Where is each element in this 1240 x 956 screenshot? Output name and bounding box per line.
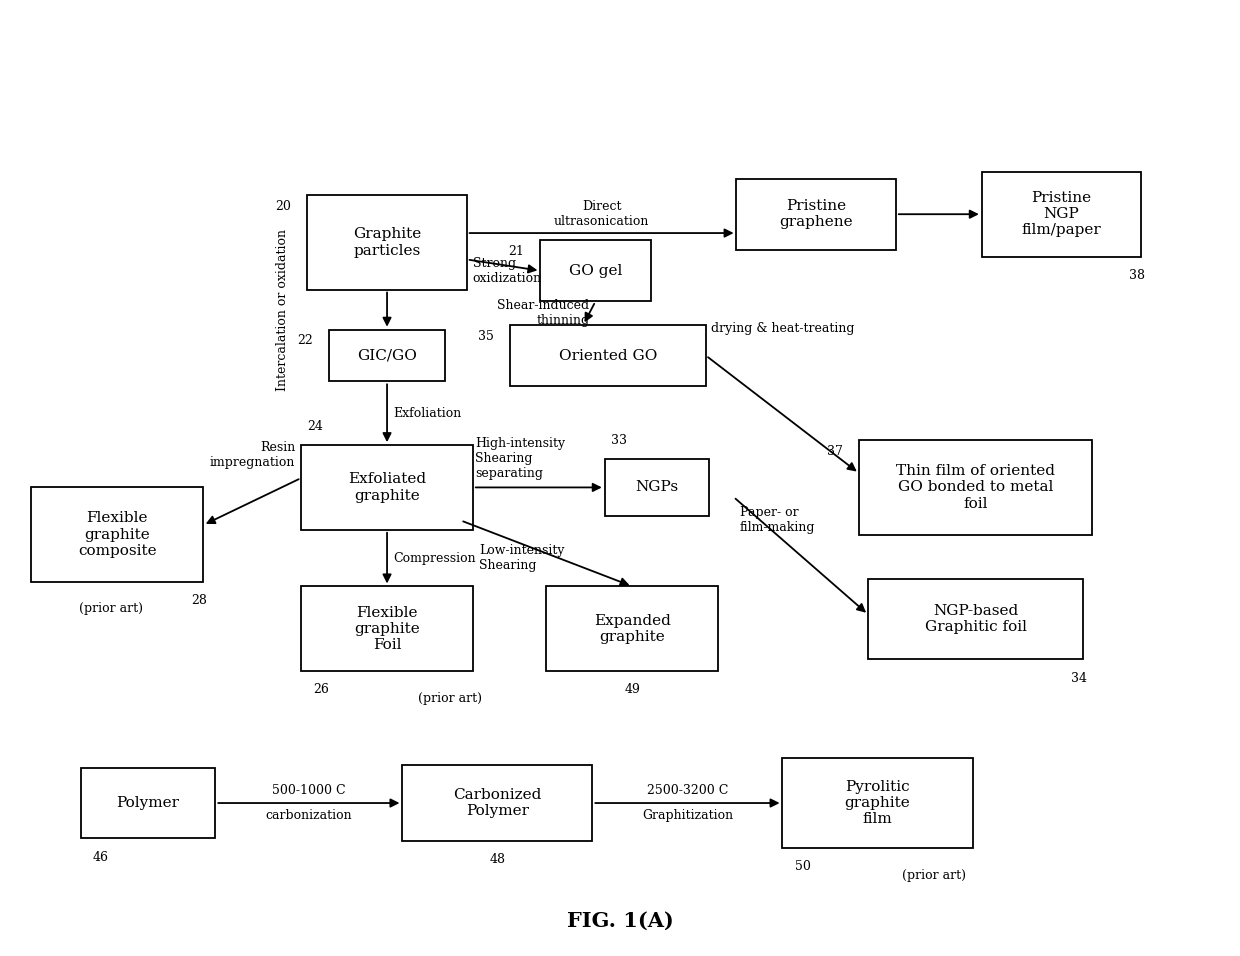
Text: (prior art): (prior art) <box>901 868 966 881</box>
Text: 37: 37 <box>827 445 843 458</box>
Text: 24: 24 <box>308 420 324 433</box>
Text: 26: 26 <box>314 684 330 696</box>
Text: 500-1000 C: 500-1000 C <box>272 784 346 797</box>
Text: Pristine
NGP
film/paper: Pristine NGP film/paper <box>1022 191 1101 237</box>
Text: Compression: Compression <box>393 552 476 565</box>
FancyBboxPatch shape <box>510 325 706 386</box>
FancyBboxPatch shape <box>308 195 466 290</box>
Text: NGP-based
Graphitic foil: NGP-based Graphitic foil <box>925 604 1027 635</box>
Text: Intercalation or oxidation: Intercalation or oxidation <box>277 228 289 391</box>
Text: 22: 22 <box>298 335 312 347</box>
Text: FIG. 1(A): FIG. 1(A) <box>567 911 673 931</box>
Text: Graphite
particles: Graphite particles <box>353 228 422 257</box>
Text: carbonization: carbonization <box>265 809 352 821</box>
FancyBboxPatch shape <box>301 445 472 530</box>
FancyBboxPatch shape <box>782 758 972 848</box>
Text: 38: 38 <box>1128 269 1145 282</box>
FancyBboxPatch shape <box>402 766 593 840</box>
Text: GIC/GO: GIC/GO <box>357 349 417 362</box>
Text: Pyrolitic
graphite
film: Pyrolitic graphite film <box>844 780 910 826</box>
FancyBboxPatch shape <box>31 488 203 581</box>
Text: 35: 35 <box>477 330 494 342</box>
Text: 50: 50 <box>795 860 811 873</box>
FancyBboxPatch shape <box>301 586 472 671</box>
Text: (prior art): (prior art) <box>79 602 143 616</box>
Text: Low-intensity
Shearing: Low-intensity Shearing <box>479 544 564 572</box>
Text: 28: 28 <box>191 594 207 607</box>
Text: NGPs: NGPs <box>635 481 678 494</box>
FancyBboxPatch shape <box>541 240 651 301</box>
Text: 33: 33 <box>611 434 626 446</box>
Text: GO gel: GO gel <box>569 264 622 278</box>
Text: 49: 49 <box>624 684 640 696</box>
FancyBboxPatch shape <box>605 459 709 515</box>
Text: (prior art): (prior art) <box>418 692 481 705</box>
Text: Expanded
graphite: Expanded graphite <box>594 614 671 643</box>
Text: High-intensity
Shearing
separating: High-intensity Shearing separating <box>475 437 565 480</box>
Text: 48: 48 <box>490 853 506 866</box>
Text: Flexible
graphite
Foil: Flexible graphite Foil <box>355 605 420 652</box>
Text: drying & heat-treating: drying & heat-treating <box>711 322 854 335</box>
Text: Polymer: Polymer <box>117 796 180 810</box>
FancyBboxPatch shape <box>329 330 445 381</box>
Text: 2500-3200 C: 2500-3200 C <box>647 784 728 797</box>
Text: 46: 46 <box>93 851 109 863</box>
Text: Strong
oxidization: Strong oxidization <box>472 256 542 285</box>
Text: Oriented GO: Oriented GO <box>558 349 657 362</box>
Text: Carbonized
Polymer: Carbonized Polymer <box>453 788 542 818</box>
Text: Direct
ultrasonication: Direct ultrasonication <box>554 201 650 228</box>
FancyBboxPatch shape <box>982 172 1141 256</box>
FancyBboxPatch shape <box>859 441 1092 534</box>
Text: Flexible
graphite
composite: Flexible graphite composite <box>78 511 156 557</box>
Text: 34: 34 <box>1070 672 1086 684</box>
Text: Pristine
graphene: Pristine graphene <box>780 199 853 229</box>
Text: Resin
impregnation: Resin impregnation <box>210 441 295 468</box>
Text: Graphitization: Graphitization <box>642 809 733 821</box>
FancyBboxPatch shape <box>81 768 216 838</box>
Text: 21: 21 <box>508 245 525 258</box>
FancyBboxPatch shape <box>868 579 1083 660</box>
FancyBboxPatch shape <box>547 586 718 671</box>
FancyBboxPatch shape <box>737 179 895 250</box>
Text: Thin film of oriented
GO bonded to metal
foil: Thin film of oriented GO bonded to metal… <box>897 465 1055 511</box>
Text: 20: 20 <box>275 200 291 213</box>
Text: Paper- or
film-making: Paper- or film-making <box>739 507 815 534</box>
Text: Shear-induced
thinning: Shear-induced thinning <box>497 299 589 327</box>
Text: Exfoliated
graphite: Exfoliated graphite <box>348 472 427 503</box>
Text: Exfoliation: Exfoliation <box>393 406 461 420</box>
